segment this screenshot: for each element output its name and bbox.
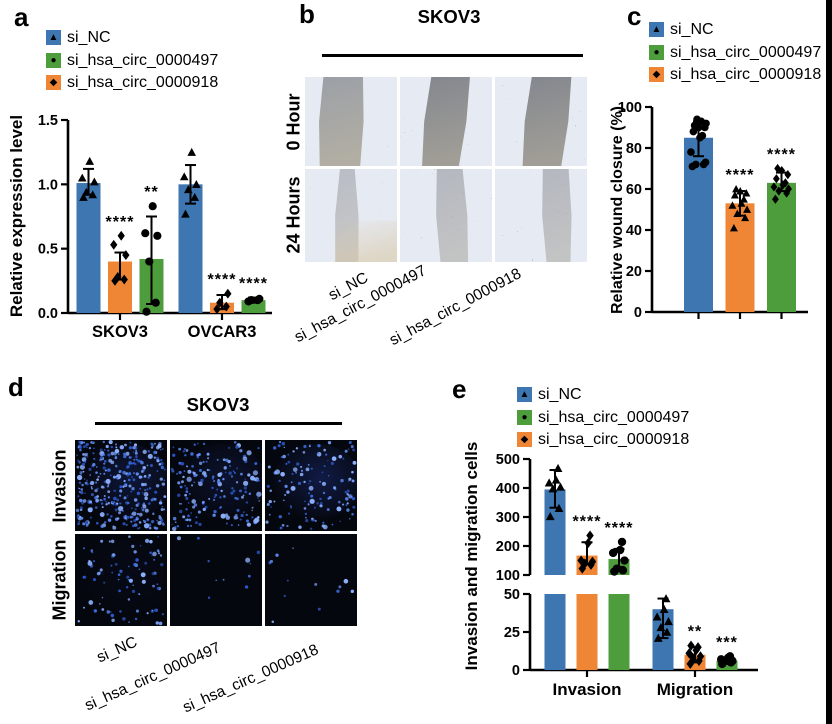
- svg-text:100: 100: [618, 100, 642, 116]
- panel-a-legend: ▲ si_NC ● si_hsa_circ_0000497 ◆ si_hsa_circ_0…: [46, 29, 218, 92]
- transwell-image-migration-si_hsa_circ_0000497: [170, 534, 262, 626]
- panel_c-chart: 0 20 40 60 80 100 **** ****: [618, 100, 808, 321]
- svg-text:100: 100: [496, 568, 520, 584]
- legend-label: si_hsa_circ_0000918: [538, 431, 690, 449]
- legend-item: ● si_hsa_circ_0000497: [517, 409, 689, 427]
- svg-text:0: 0: [512, 663, 520, 679]
- transwell-image-migration-si_hsa_circ_0000918: [265, 534, 357, 626]
- svg-text:60: 60: [626, 182, 642, 198]
- svg-text:**: **: [144, 184, 158, 201]
- svg-text:0: 0: [634, 305, 642, 321]
- svg-text:200: 200: [496, 539, 520, 555]
- circle-marker-swatch: ●: [517, 409, 532, 425]
- legend-item: ◆ si_hsa_circ_0000918: [517, 431, 689, 449]
- wound-image-24hours-si_hsa_circ_0000497: [400, 169, 492, 262]
- svg-text:****: ****: [726, 167, 755, 184]
- panel-d-title: SKOV3: [186, 394, 250, 415]
- transwell-image-migration-si_NC: [75, 534, 167, 626]
- legend-label: si_NC: [538, 386, 582, 403]
- svg-text:**: **: [688, 624, 702, 641]
- panel-d-row-label-migration: Migration: [49, 539, 70, 621]
- panel-e-legend: ▲ si_NC ● si_hsa_circ_0000497 ◆ si_hsa_circ_0…: [517, 386, 689, 449]
- circle-marker-swatch: ●: [46, 52, 61, 68]
- panel-b-title-underline: [322, 54, 583, 57]
- diamond-marker-swatch: ◆: [46, 75, 61, 91]
- legend-label: si_hsa_circ_0000918: [670, 66, 822, 84]
- legend-label: si_hsa_circ_0000497: [67, 51, 219, 69]
- svg-text:40: 40: [626, 223, 642, 239]
- svg-text:SKOV3: SKOV3: [92, 323, 148, 341]
- transwell-image-invasion-si_NC: [75, 440, 167, 531]
- legend-label: si_hsa_circ_0000497: [670, 43, 822, 61]
- transwell-image-invasion-si_hsa_circ_0000918: [265, 440, 357, 531]
- svg-text:****: ****: [239, 276, 268, 293]
- svg-text:20: 20: [626, 264, 642, 280]
- legend-label: si_hsa_circ_0000918: [67, 74, 219, 92]
- legend-label: si_hsa_circ_0000497: [538, 408, 690, 426]
- legend-item: ◆ si_hsa_circ_0000918: [649, 66, 821, 84]
- legend-item: ◆ si_hsa_circ_0000918: [46, 74, 218, 92]
- legend-item: ▲ si_NC: [649, 21, 821, 39]
- legend-label: si_NC: [67, 29, 111, 46]
- svg-text:Invasion: Invasion: [553, 680, 622, 699]
- svg-text:300: 300: [496, 510, 520, 526]
- panel-c-label: c: [627, 1, 642, 31]
- circle-marker-swatch: ●: [649, 44, 664, 60]
- panel-b-row-label-24h: 24 Hours: [283, 176, 304, 254]
- panel-a-label: a: [14, 2, 29, 32]
- svg-text:****: ****: [106, 214, 135, 231]
- triangle-marker-swatch: ▲: [649, 22, 664, 38]
- panel-b-title: SKOV3: [417, 6, 481, 27]
- legend-item: ● si_hsa_circ_0000497: [46, 52, 218, 70]
- panel-c-y-axis-title: Relative wound closure (%): [609, 105, 626, 315]
- panel-b-row-label-0h: 0 Hour: [283, 93, 304, 151]
- svg-text:400: 400: [496, 481, 520, 497]
- panel-d-row-label-invasion: Invasion: [49, 449, 70, 523]
- panel_a-chart: 0.00.51.01.5**************SKOV3 OVCAR3: [38, 113, 272, 341]
- svg-text:OVCAR3: OVCAR3: [188, 323, 257, 341]
- panel-a-y-axis-title: Relative expression level: [7, 114, 26, 318]
- panel-c-legend: ▲ si_NC ● si_hsa_circ_0000497 ◆ si_hsa_circ_0…: [649, 21, 821, 84]
- wound-image-0hour-si_hsa_circ_0000497: [400, 77, 492, 166]
- screenshot-right-border: [826, 0, 832, 724]
- wound-image-24hours-si_hsa_circ_0000918: [495, 169, 587, 262]
- legend-item: ● si_hsa_circ_0000497: [649, 44, 821, 62]
- svg-text:****: ****: [767, 147, 796, 164]
- panel_e-chart: 10020030040050002550*************Invasio…: [496, 452, 758, 699]
- wound-image-24hours-si_NC: [305, 169, 397, 262]
- diamond-marker-swatch: ◆: [649, 67, 664, 83]
- svg-text:80: 80: [626, 141, 642, 157]
- svg-text:****: ****: [573, 514, 602, 531]
- triangle-marker-swatch: ▲: [46, 30, 61, 46]
- panel-b-label: b: [299, 0, 315, 29]
- legend-item: ▲ si_NC: [517, 386, 689, 404]
- svg-text:0.0: 0.0: [38, 306, 58, 322]
- svg-text:Migration: Migration: [657, 680, 734, 699]
- svg-text:50: 50: [504, 587, 520, 603]
- diamond-marker-swatch: ◆: [517, 432, 532, 448]
- panel-d-title-underline: [95, 422, 342, 425]
- svg-text:500: 500: [496, 452, 520, 468]
- legend-item: ▲ si_NC: [46, 29, 218, 47]
- panel-d-label: d: [8, 372, 24, 402]
- svg-text:25: 25: [504, 625, 520, 641]
- svg-text:1.0: 1.0: [38, 177, 58, 193]
- svg-text:****: ****: [605, 520, 634, 537]
- svg-text:***: ***: [716, 634, 738, 651]
- panel-e-label: e: [452, 374, 467, 404]
- svg-text:****: ****: [208, 272, 237, 289]
- triangle-marker-swatch: ▲: [517, 387, 532, 403]
- wound-image-0hour-si_NC: [305, 77, 397, 166]
- svg-text:0.5: 0.5: [38, 242, 58, 258]
- panel-e-y-axis-title: Invasion and migration cells: [462, 441, 481, 671]
- transwell-image-invasion-si_hsa_circ_0000497: [170, 440, 262, 531]
- wound-image-0hour-si_hsa_circ_0000918: [495, 77, 587, 166]
- legend-label: si_NC: [670, 21, 714, 38]
- svg-text:1.5: 1.5: [38, 113, 58, 129]
